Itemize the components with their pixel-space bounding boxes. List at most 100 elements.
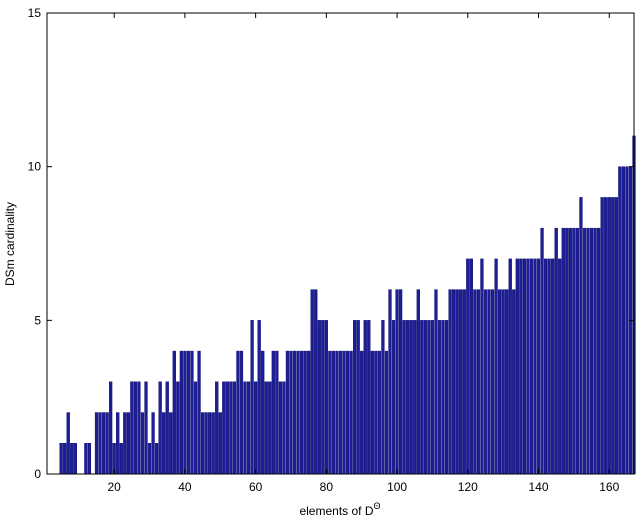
bar	[395, 289, 399, 475]
bar	[317, 320, 321, 475]
bar	[505, 289, 509, 475]
bar	[225, 381, 229, 475]
bar	[586, 227, 590, 475]
bar	[342, 350, 346, 475]
x-tick-label: 120	[458, 480, 478, 494]
bar	[444, 320, 449, 475]
bar	[165, 381, 169, 475]
bar	[63, 443, 67, 475]
bar	[452, 289, 456, 475]
bar	[625, 166, 629, 475]
bar	[377, 350, 382, 475]
bar	[455, 289, 459, 475]
x-tick-label: 160	[599, 480, 619, 494]
bar	[416, 289, 420, 475]
y-tick-label: 5	[34, 313, 41, 327]
bar	[515, 258, 519, 475]
bar	[565, 227, 569, 475]
bar	[441, 320, 445, 475]
bar	[494, 258, 498, 475]
bar	[73, 443, 77, 475]
bar	[243, 381, 247, 475]
bar	[498, 289, 502, 475]
bar	[250, 320, 254, 475]
bar	[406, 320, 410, 475]
bar	[335, 350, 339, 475]
bar	[540, 227, 544, 475]
bar	[246, 381, 251, 475]
bar	[579, 197, 583, 475]
bar	[345, 350, 350, 475]
bar	[476, 289, 481, 475]
bar	[349, 350, 353, 475]
bar	[130, 381, 134, 475]
bar	[144, 381, 148, 475]
x-label-superscript: Θ	[374, 501, 381, 511]
bar	[543, 258, 548, 475]
bar	[190, 350, 194, 475]
bar	[218, 412, 222, 475]
bar	[572, 227, 576, 475]
bar	[353, 320, 357, 475]
bar	[303, 350, 307, 475]
bar	[123, 412, 127, 475]
bar	[126, 412, 130, 475]
bar	[611, 197, 615, 475]
bar	[282, 381, 286, 475]
bar	[264, 381, 268, 475]
bar	[536, 258, 541, 475]
bar	[158, 381, 162, 475]
bar	[558, 258, 562, 475]
bar	[462, 289, 466, 475]
y-axis-label: DSm cardinality	[3, 202, 17, 286]
bar	[374, 350, 378, 475]
bar	[551, 258, 555, 475]
bar	[222, 381, 226, 475]
bar	[388, 289, 392, 475]
bar	[370, 350, 374, 475]
bar	[261, 350, 265, 475]
bar	[133, 381, 138, 475]
bar	[483, 289, 488, 475]
bar	[275, 350, 279, 475]
bar	[490, 289, 495, 475]
bar	[98, 412, 102, 475]
x-tick-label: 60	[249, 480, 263, 494]
bar	[501, 289, 505, 475]
bar	[109, 381, 113, 475]
bar	[512, 289, 516, 475]
bar	[310, 289, 314, 475]
bar	[254, 381, 258, 475]
bar	[448, 289, 452, 475]
bar	[459, 289, 463, 475]
bar	[604, 197, 608, 475]
bar	[526, 258, 530, 475]
bar	[568, 227, 572, 475]
bar	[278, 381, 282, 475]
bar	[296, 350, 300, 475]
x-tick-label: 100	[387, 480, 407, 494]
x-tick-label: 140	[529, 480, 549, 494]
bar	[575, 227, 580, 475]
bar	[292, 350, 297, 475]
bar	[607, 197, 611, 475]
bar	[162, 412, 166, 475]
bar	[211, 412, 215, 475]
bar	[324, 320, 328, 475]
x-axis-label: elements of DΘ	[299, 501, 380, 518]
bar	[589, 227, 594, 475]
bar	[289, 350, 293, 475]
bar	[186, 350, 191, 475]
bar	[391, 320, 396, 475]
bar	[437, 320, 442, 475]
bar	[519, 258, 523, 475]
plot-frame	[46, 12, 635, 475]
bar	[363, 320, 367, 475]
bar	[522, 258, 526, 475]
bar	[299, 350, 304, 475]
bar	[328, 350, 332, 475]
bar	[116, 412, 120, 475]
bar	[413, 320, 417, 475]
bar	[84, 443, 88, 475]
